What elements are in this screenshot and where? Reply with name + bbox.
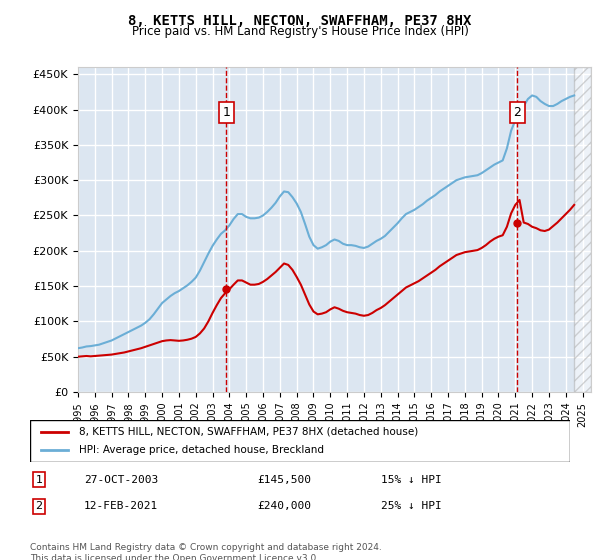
Text: 8, KETTS HILL, NECTON, SWAFFHAM, PE37 8HX (detached house): 8, KETTS HILL, NECTON, SWAFFHAM, PE37 8H… (79, 427, 418, 437)
Text: £240,000: £240,000 (257, 501, 311, 511)
Text: 8, KETTS HILL, NECTON, SWAFFHAM, PE37 8HX: 8, KETTS HILL, NECTON, SWAFFHAM, PE37 8H… (128, 14, 472, 28)
Text: 1: 1 (35, 474, 43, 484)
Text: HPI: Average price, detached house, Breckland: HPI: Average price, detached house, Brec… (79, 445, 323, 455)
Text: 27-OCT-2003: 27-OCT-2003 (84, 474, 158, 484)
Text: 2: 2 (514, 106, 521, 119)
Text: 1: 1 (223, 106, 230, 119)
Text: 15% ↓ HPI: 15% ↓ HPI (381, 474, 442, 484)
Text: 12-FEB-2021: 12-FEB-2021 (84, 501, 158, 511)
Text: 2: 2 (35, 501, 43, 511)
Text: £145,500: £145,500 (257, 474, 311, 484)
FancyBboxPatch shape (30, 420, 570, 462)
Text: Contains HM Land Registry data © Crown copyright and database right 2024.
This d: Contains HM Land Registry data © Crown c… (30, 543, 382, 560)
Bar (574, 67, 591, 392)
Text: 25% ↓ HPI: 25% ↓ HPI (381, 501, 442, 511)
Text: Price paid vs. HM Land Registry's House Price Index (HPI): Price paid vs. HM Land Registry's House … (131, 25, 469, 38)
